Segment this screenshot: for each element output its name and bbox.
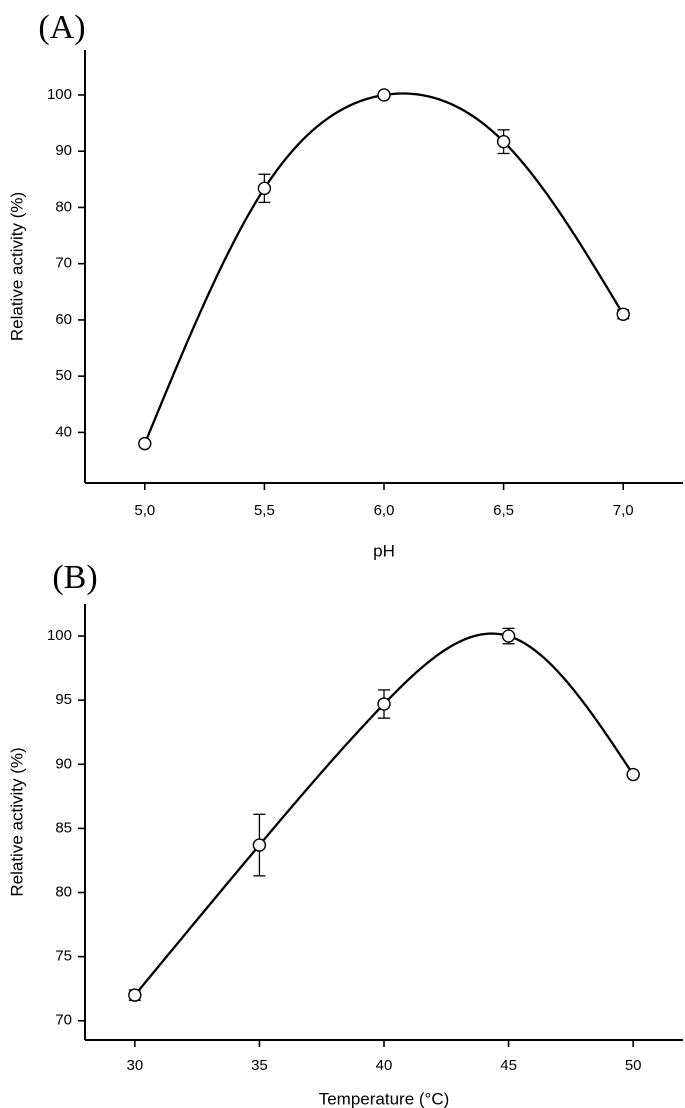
y-tick-label: 70 [55, 1012, 72, 1029]
panel-label: (B) [52, 559, 97, 596]
y-tick-label: 60 [55, 311, 72, 328]
data-point [377, 697, 391, 711]
y-tick-label: 50 [55, 367, 72, 384]
y-tick-label: 80 [55, 198, 72, 215]
x-tick-label: 40 [376, 1057, 393, 1074]
series-line [133, 632, 635, 996]
x-tick-label: 30 [126, 1057, 143, 1074]
y-tick-label: 75 [55, 948, 72, 965]
x-tick-label: 6,0 [374, 502, 395, 519]
y-tick-label: 90 [55, 755, 72, 772]
y-axis-title: Relative activity (%) [7, 192, 26, 341]
x-axis-title: Temperature (°C) [319, 1089, 450, 1108]
y-tick-label: 85 [55, 819, 72, 836]
y-tick-label: 70 [55, 255, 72, 272]
y-tick-label: 40 [55, 423, 72, 440]
y-axis-title: Relative activity (%) [7, 747, 26, 896]
panel-label: (A) [38, 9, 85, 46]
data-point [501, 629, 516, 643]
x-tick-label: 50 [625, 1057, 642, 1074]
x-tick-label: 45 [500, 1057, 517, 1074]
chart-panel-b: (B) 70 75 80 85 90 95 100 30 35 40 45 50 Temperature … [7, 559, 683, 1108]
data-point [377, 88, 391, 102]
x-tick-label: 5,5 [254, 502, 275, 519]
data-point [496, 134, 511, 149]
data-point [626, 767, 640, 782]
data-point [128, 988, 142, 1002]
x-tick-label: 5,0 [134, 502, 155, 519]
x-axis-title: pH [373, 541, 395, 560]
y-tick-label: 80 [55, 883, 72, 900]
data-point [252, 838, 267, 852]
chart-panel-a: (A) 40 50 60 70 80 90 100 5,0 5,5 6,0 6,5 7,0 pH Relat… [7, 9, 683, 560]
series-line [143, 92, 625, 445]
y-tick-label: 100 [47, 627, 72, 644]
y-tick-label: 90 [55, 142, 72, 159]
x-tick-label: 35 [251, 1057, 268, 1074]
data-point [257, 181, 272, 196]
data-point [616, 307, 630, 321]
x-tick-label: 7,0 [613, 502, 634, 519]
y-tick-label: 100 [47, 86, 72, 103]
data-point [138, 436, 152, 451]
x-tick-label: 6,5 [493, 502, 514, 519]
y-tick-label: 95 [55, 691, 72, 708]
